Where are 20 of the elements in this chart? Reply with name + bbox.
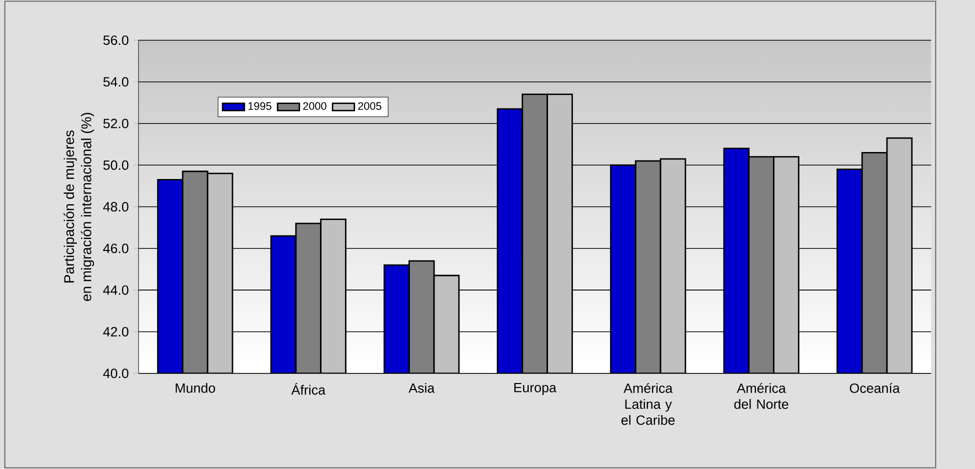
y-tick-label: 44.0 <box>103 285 128 295</box>
x-tick-label: Asia <box>408 382 435 393</box>
y-axis-title: Participación de mujeres en migración internacional (%) <box>64 112 94 301</box>
x-tick-label: América Latina y el Caribe <box>621 382 675 425</box>
y-tick-label: 50.0 <box>103 160 128 170</box>
y-tick-label: 46.0 <box>103 244 128 254</box>
x-tick-label: América del Norte <box>734 382 788 409</box>
x-tick-label: África <box>291 382 326 395</box>
legend-label: 2005 <box>358 102 382 110</box>
y-tick-label: 54.0 <box>103 77 128 87</box>
y-tick-label: 56.0 <box>103 35 128 45</box>
y-tick-label: 40.0 <box>103 368 128 378</box>
legend-label: 1995 <box>248 102 272 110</box>
x-tick-label: Mundo <box>176 382 216 393</box>
y-tick-label: 52.0 <box>103 118 128 128</box>
y-tick-label: 48.0 <box>103 202 128 212</box>
legend-label: 2000 <box>303 102 326 110</box>
x-tick-label: Europa <box>514 382 556 395</box>
x-tick-label: Oceanía <box>850 382 900 393</box>
y-tick-label: 42.0 <box>103 326 128 336</box>
